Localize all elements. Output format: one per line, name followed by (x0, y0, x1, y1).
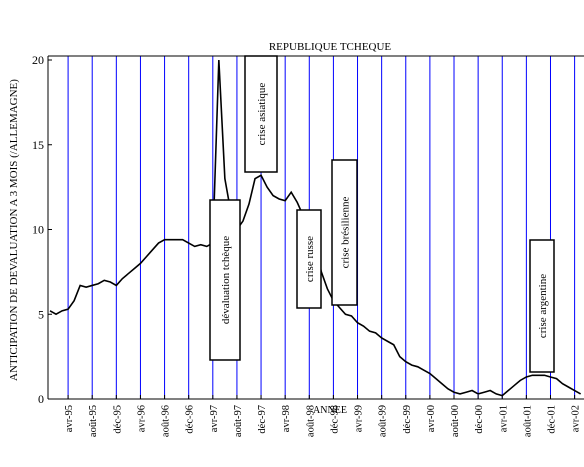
x-tick-label: août-95 (88, 405, 99, 437)
x-tick-label: avr-01 (498, 405, 509, 432)
annotation: crise asiatique (256, 83, 268, 146)
x-tick-label: avr-99 (354, 405, 365, 432)
x-tick-label: déc-01 (546, 405, 557, 434)
annotation-box (296, 209, 322, 309)
x-tick-label: août-96 (161, 405, 172, 437)
annotation: dévaluation tchèque (220, 236, 232, 324)
x-axis-label: ANNEE (313, 405, 347, 416)
y-axis-label: ANTICIPATION DE DEVALUATION A 3 MOIS (/A… (8, 79, 20, 381)
chart-title: REPUBLIQUE TCHEQUE (269, 41, 392, 53)
x-tick-label: août-01 (522, 405, 533, 437)
annotation-box (244, 55, 278, 173)
y-tick-label: 20 (32, 53, 44, 67)
x-tick-label: août-00 (450, 405, 461, 437)
x-tick-label: août-97 (233, 405, 244, 437)
annotation-box (331, 159, 358, 306)
x-tick-label: avr-02 (571, 405, 582, 432)
y-tick-label: 15 (32, 138, 44, 152)
x-tick-label: avr-96 (136, 405, 147, 432)
y-tick-label: 0 (38, 392, 44, 406)
x-tick-label: déc-99 (402, 405, 413, 434)
x-tick-label: avr-97 (209, 405, 220, 432)
x-tick-label: avr-98 (281, 405, 292, 432)
x-tick-label: déc-00 (474, 405, 485, 434)
x-tick-label: déc-96 (185, 405, 196, 434)
x-tick-label: avr-00 (426, 405, 437, 432)
annotation-box (529, 239, 555, 373)
x-tick-label: août-98 (305, 405, 316, 437)
x-tick-label: août-99 (378, 405, 389, 437)
x-tick-label: déc-97 (257, 405, 268, 434)
y-tick-label: 10 (32, 223, 44, 237)
annotation: crise russe (304, 236, 316, 282)
annotation: crise brésilienne (340, 196, 352, 268)
x-tick-label: déc-98 (329, 405, 340, 434)
y-tick-label: 5 (38, 307, 44, 321)
annotation: crise argentine (537, 274, 549, 338)
annotation-box (209, 199, 241, 361)
x-tick-label: déc-95 (112, 405, 123, 434)
x-tick-label: avr-95 (64, 405, 75, 432)
